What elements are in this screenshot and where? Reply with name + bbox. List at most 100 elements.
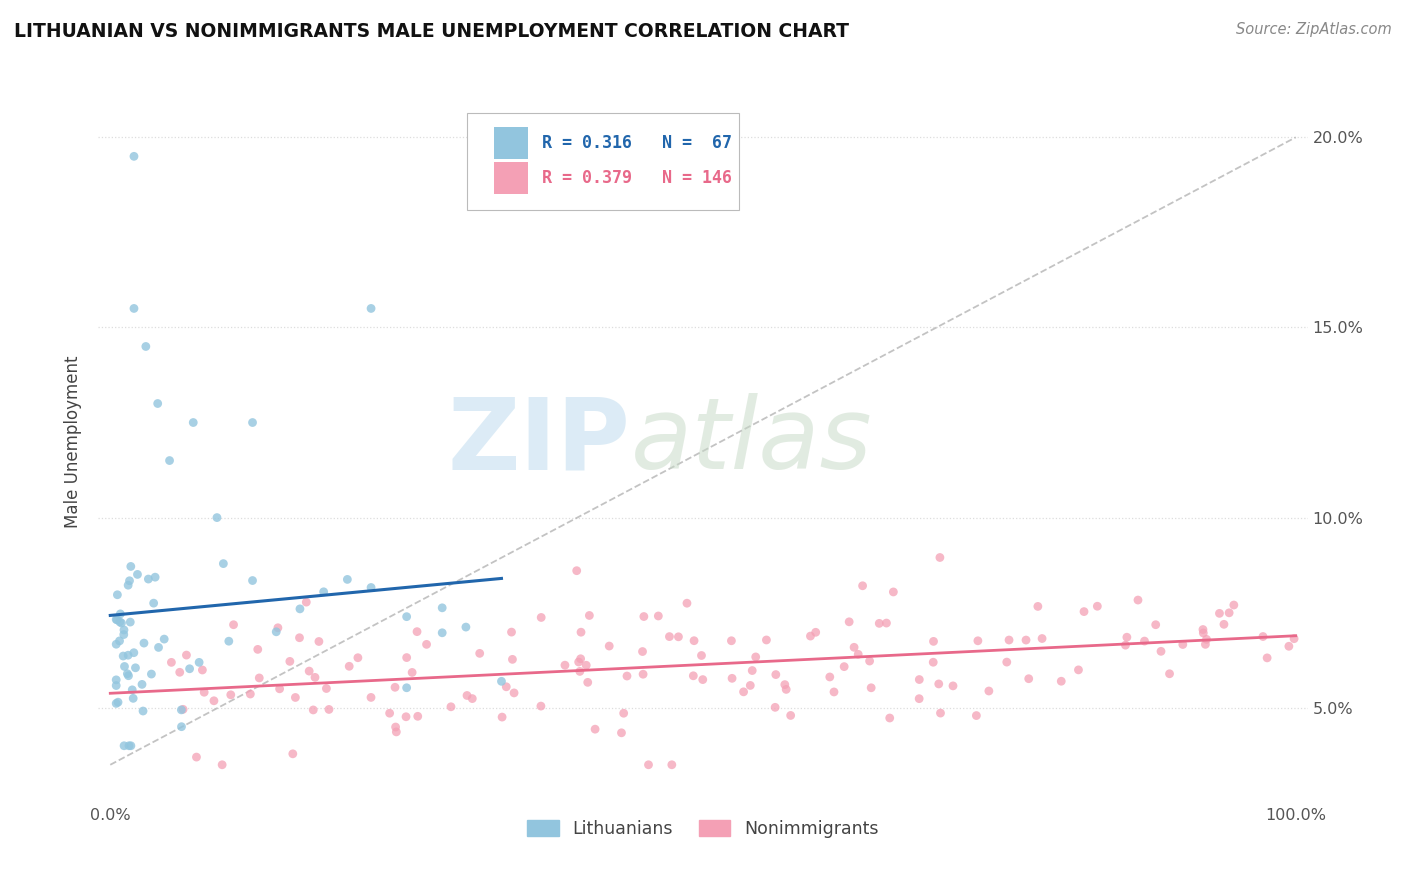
Point <box>135 339 157 353</box>
Point <box>105 612 128 626</box>
Point <box>288 631 311 645</box>
Point <box>741 664 763 678</box>
Point <box>922 655 945 669</box>
Point <box>804 625 827 640</box>
Point <box>406 709 429 723</box>
Point <box>846 648 869 662</box>
Point <box>616 669 638 683</box>
Point <box>832 659 855 673</box>
Point <box>1115 630 1137 644</box>
Point <box>247 671 270 685</box>
Point <box>336 573 359 587</box>
Point <box>295 595 318 609</box>
FancyBboxPatch shape <box>467 112 740 211</box>
Point <box>1256 651 1278 665</box>
Point <box>721 671 744 685</box>
Point <box>112 648 135 663</box>
Point <box>360 581 382 595</box>
Point <box>242 574 264 588</box>
Point <box>148 640 170 655</box>
Point <box>132 704 155 718</box>
Point <box>569 625 592 640</box>
Point <box>633 609 655 624</box>
Point <box>170 703 193 717</box>
Point <box>1192 623 1215 637</box>
Point <box>395 710 418 724</box>
Point <box>432 600 454 615</box>
Point <box>875 615 897 630</box>
Point <box>530 699 553 714</box>
Point <box>668 630 690 644</box>
Point <box>384 681 406 695</box>
Point <box>565 564 588 578</box>
Point <box>222 617 245 632</box>
Point <box>122 646 145 660</box>
Point <box>122 301 145 316</box>
Point <box>112 739 135 753</box>
Point <box>1114 638 1136 652</box>
Point <box>169 665 191 680</box>
Point <box>132 636 155 650</box>
Point <box>1067 663 1090 677</box>
Point <box>142 596 165 610</box>
Point <box>360 690 382 705</box>
Point <box>112 623 135 637</box>
Point <box>998 633 1021 648</box>
Point <box>637 757 659 772</box>
Point <box>264 624 287 639</box>
Point <box>124 661 146 675</box>
Point <box>799 629 821 643</box>
Point <box>569 652 592 666</box>
Point <box>1133 634 1156 648</box>
Point <box>763 700 786 714</box>
Point <box>118 739 141 753</box>
Point <box>468 646 491 660</box>
Point <box>384 720 406 734</box>
Legend: Lithuanians, Nonimmigrants: Lithuanians, Nonimmigrants <box>520 813 886 845</box>
Point <box>773 678 796 692</box>
Point <box>491 710 513 724</box>
Point <box>315 681 337 696</box>
Point <box>1085 599 1108 614</box>
Point <box>842 640 865 655</box>
Point <box>105 613 128 627</box>
Point <box>117 666 139 681</box>
Point <box>744 649 766 664</box>
Point <box>775 682 797 697</box>
Point <box>733 685 755 699</box>
Point <box>495 680 517 694</box>
Point <box>269 681 291 696</box>
Point <box>879 711 901 725</box>
Point <box>942 679 965 693</box>
Point <box>1194 637 1216 651</box>
Point <box>568 655 591 669</box>
Point <box>1195 632 1218 647</box>
Point <box>554 658 576 673</box>
Point <box>882 585 904 599</box>
Point <box>1018 672 1040 686</box>
Point <box>631 644 654 658</box>
Point <box>440 699 463 714</box>
Point <box>1031 632 1053 646</box>
Point <box>105 637 128 651</box>
Point <box>598 639 620 653</box>
Point <box>131 677 153 691</box>
Text: Source: ZipAtlas.com: Source: ZipAtlas.com <box>1236 22 1392 37</box>
Point <box>1015 633 1038 648</box>
Point <box>823 685 845 699</box>
Point <box>218 634 240 648</box>
Point <box>159 453 181 467</box>
Point <box>683 633 706 648</box>
Point <box>219 688 242 702</box>
Point <box>965 708 987 723</box>
Point <box>304 670 326 684</box>
Point <box>110 615 132 630</box>
Point <box>1026 599 1049 614</box>
Point <box>288 602 311 616</box>
Point <box>179 662 201 676</box>
Point <box>676 596 699 610</box>
Point <box>929 706 952 720</box>
Point <box>967 633 990 648</box>
Point <box>120 559 142 574</box>
Point <box>385 725 408 739</box>
